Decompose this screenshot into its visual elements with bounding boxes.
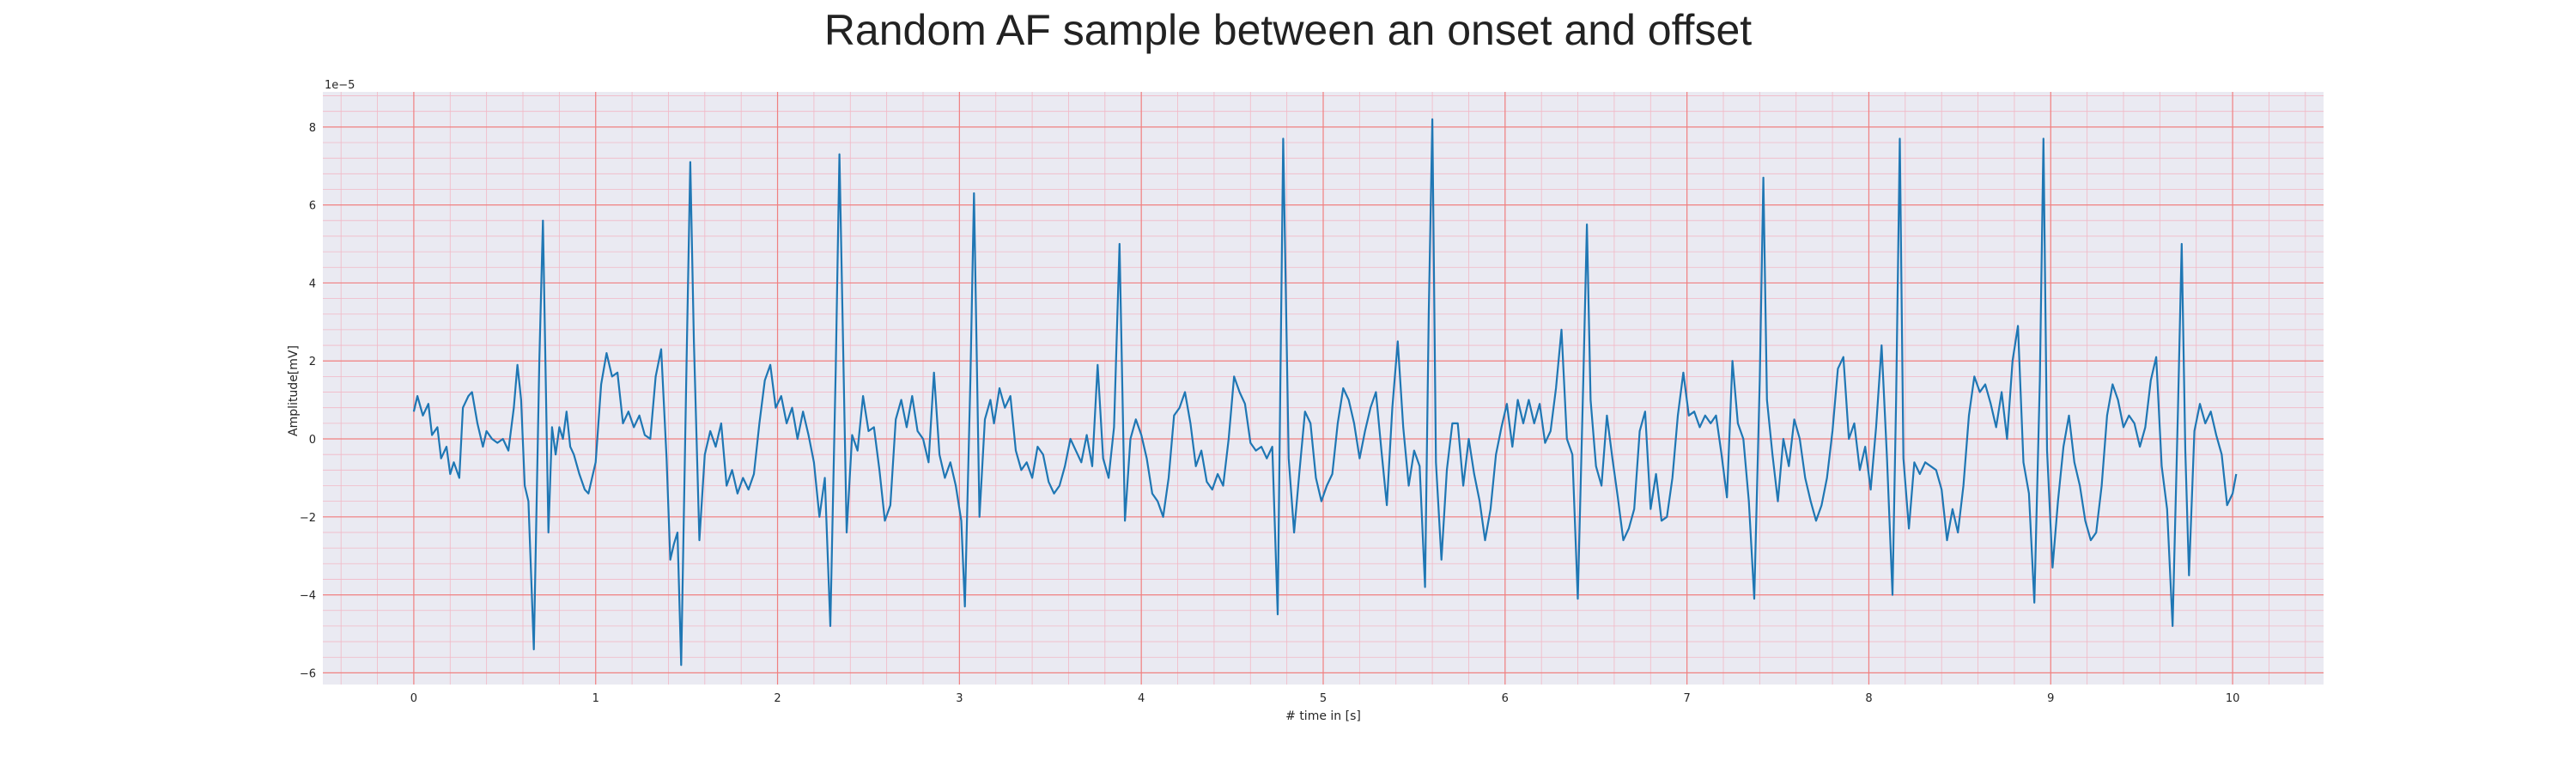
x-tick-label: 1	[592, 692, 599, 705]
y-offset-label: 1e−5	[325, 79, 355, 92]
y-tick-label: 2	[309, 356, 316, 368]
x-tick-label: 10	[2226, 692, 2240, 705]
chart-title: Random AF sample between an onset and of…	[823, 6, 1753, 54]
y-tick-label: 6	[309, 200, 316, 213]
x-tick-label: 7	[1683, 692, 1690, 705]
y-tick-label: 8	[309, 122, 316, 135]
series-line	[412, 118, 2238, 666]
x-axis-label: # time in [s]	[1285, 709, 1361, 723]
y-tick-label: 4	[309, 277, 316, 290]
y-tick-labels: −6 −4 −2 0 2 4 6 8	[300, 122, 316, 681]
y-tick-label: −2	[300, 512, 316, 525]
x-tick-label: 0	[410, 692, 417, 705]
x-tick-labels: 0 1 2 3 4 5 6 7 8 9 10	[410, 692, 2240, 705]
y-axis-label: Amplitude[mV]	[287, 345, 301, 436]
x-tick-label: 6	[1502, 692, 1509, 705]
y-tick-label: 0	[309, 434, 316, 447]
x-tick-label: 5	[1320, 692, 1327, 705]
y-tick-label: −4	[300, 590, 316, 603]
y-tick-label: −6	[300, 667, 316, 680]
x-tick-label: 4	[1138, 692, 1145, 705]
major-grid	[323, 92, 2324, 685]
x-tick-label: 8	[1865, 692, 1872, 705]
x-tick-label: 3	[956, 692, 963, 705]
x-tick-label: 9	[2047, 692, 2054, 705]
x-tick-label: 2	[774, 692, 781, 705]
